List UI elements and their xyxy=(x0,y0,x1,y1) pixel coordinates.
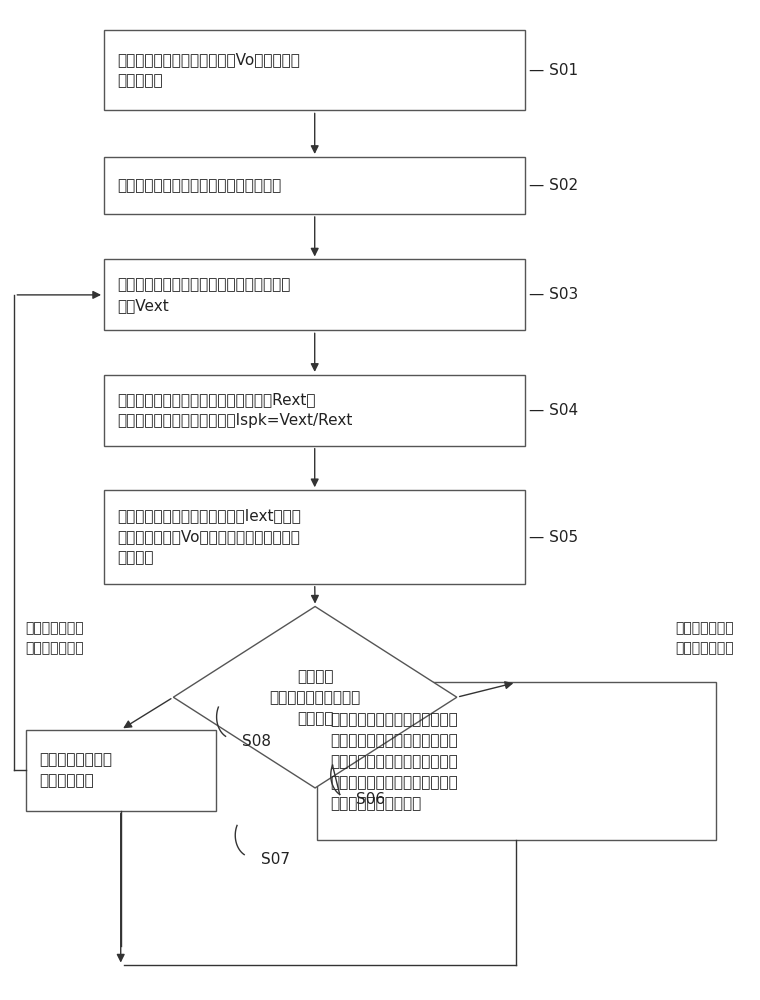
Text: 控制处理单元实时检测该检测电阻两端的电
压值Vext: 控制处理单元实时检测该检测电阻两端的电 压值Vext xyxy=(117,277,291,313)
Text: 控制处理单元通过该实时电流值Iext与该扬
声器的工作电压Vo计算得出该扬声器的实时
输出功率: 控制处理单元通过该实时电流值Iext与该扬 声器的工作电压Vo计算得出该扬声器的… xyxy=(117,508,301,565)
Text: 比较扬声
器的实时输出功率与其
额定功率: 比较扬声 器的实时输出功率与其 额定功率 xyxy=(270,669,361,726)
Text: 该实时输出功率
小于该额定功率: 该实时输出功率 小于该额定功率 xyxy=(26,621,84,655)
Text: 控制处理单元调整控制该音频放
大器的输出电压，以使调整该扬
声器的实时输出功率降至其额定
功率或以下，从而使该扬声器的
工作于额定功率或以下: 控制处理单元调整控制该音频放 大器的输出电压，以使调整该扬 声器的实时输出功率降… xyxy=(330,712,458,811)
Text: — S04: — S04 xyxy=(529,403,578,418)
Text: — S03: — S03 xyxy=(529,287,578,302)
Text: 控制处理单元通过该检测电阻的电阻值Rext计
算流经该扬声器的实时电流值Ispk=Vext/Rext: 控制处理单元通过该检测电阻的电阻值Rext计 算流经该扬声器的实时电流值Ispk… xyxy=(117,392,353,428)
Text: S06: S06 xyxy=(356,792,385,807)
FancyBboxPatch shape xyxy=(104,375,525,446)
FancyBboxPatch shape xyxy=(26,730,216,811)
FancyBboxPatch shape xyxy=(104,490,525,584)
FancyBboxPatch shape xyxy=(104,259,525,330)
Text: — S05: — S05 xyxy=(529,530,578,545)
FancyBboxPatch shape xyxy=(317,682,716,840)
FancyBboxPatch shape xyxy=(104,30,525,110)
Text: 控制处理单元设置一该扬声器的额定功率: 控制处理单元设置一该扬声器的额定功率 xyxy=(117,178,282,193)
Text: — S01: — S01 xyxy=(529,63,578,78)
Polygon shape xyxy=(173,606,457,788)
Text: 该实时输出功率
大于该额定功率: 该实时输出功率 大于该额定功率 xyxy=(676,621,734,655)
Text: — S02: — S02 xyxy=(529,178,578,193)
Text: 音频放大器以预定的输出电压Vo提供该扬声
器工作电压: 音频放大器以预定的输出电压Vo提供该扬声 器工作电压 xyxy=(117,52,300,88)
FancyBboxPatch shape xyxy=(104,157,525,214)
Text: S07: S07 xyxy=(261,852,290,867)
Text: S08: S08 xyxy=(242,734,271,749)
Text: 扬声器保持当前的
输出功率工作: 扬声器保持当前的 输出功率工作 xyxy=(39,752,112,788)
